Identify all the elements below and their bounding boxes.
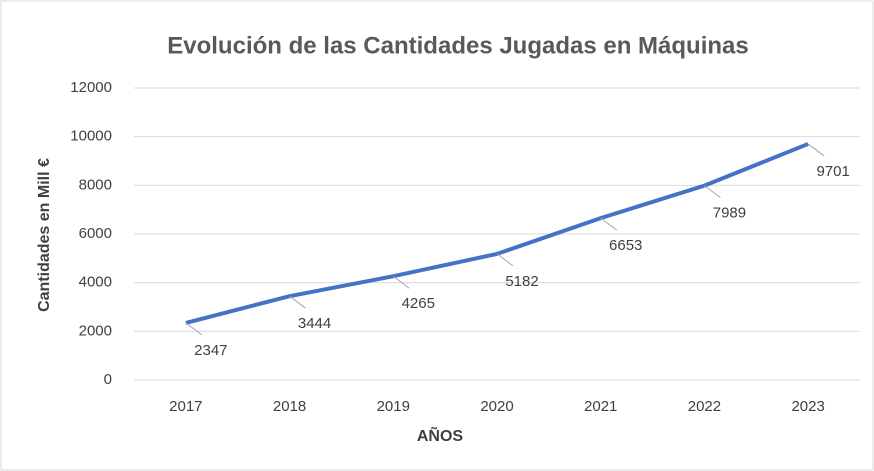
y-tick-label: 6000 [79, 225, 112, 242]
x-tick-label: 2022 [688, 398, 721, 415]
data-label: 7989 [713, 205, 746, 222]
x-tick-label: 2018 [273, 398, 306, 415]
data-label: 4265 [402, 295, 435, 312]
data-label: 6653 [609, 237, 642, 254]
leader-line [392, 275, 410, 289]
x-axis-label: AÑOS [417, 425, 464, 445]
y-axis-label: Cantidades en Mill € [36, 158, 53, 312]
data-label: 9701 [816, 163, 849, 180]
x-tick-label: 2021 [584, 398, 617, 415]
y-tick-label: 4000 [79, 274, 112, 291]
data-label: 3444 [298, 315, 331, 332]
x-tick-label: 2019 [377, 398, 410, 415]
y-tick-label: 12000 [70, 79, 112, 96]
chart-title: Evolución de las Cantidades Jugadas en M… [167, 32, 748, 59]
leader-line [807, 143, 825, 157]
data-label: 2347 [194, 342, 227, 359]
data-label: 5182 [505, 273, 538, 290]
y-tick-label: 10000 [70, 128, 112, 145]
leader-line [185, 322, 203, 336]
y-tick-label: 2000 [79, 322, 112, 339]
leader-line [496, 253, 514, 267]
leader-line [600, 217, 618, 231]
leader-line [289, 295, 306, 309]
y-tick-label: 8000 [79, 176, 112, 193]
x-tick-label: 2023 [791, 398, 824, 415]
leader-line [704, 185, 721, 199]
x-tick-label: 2017 [169, 398, 202, 415]
y-tick-label: 0 [104, 371, 112, 388]
x-tick-label: 2020 [480, 398, 513, 415]
